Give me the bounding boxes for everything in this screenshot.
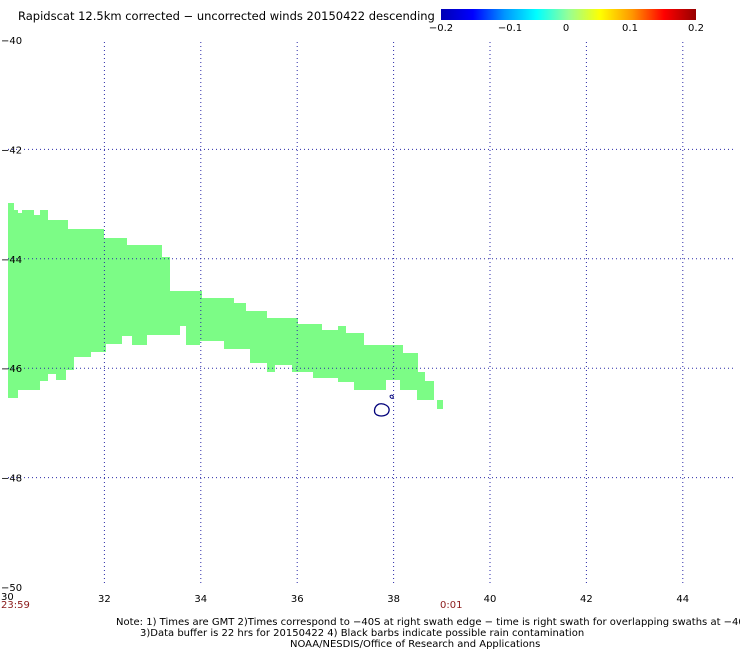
longitude-label: 34	[194, 594, 207, 605]
longitude-label: 40	[484, 594, 497, 605]
longitude-label: 36	[291, 594, 304, 605]
colorbar	[441, 9, 696, 20]
colorbar-ticks: −0.2 −0.1 0 0.1 0.2	[429, 23, 704, 34]
note-line-3: NOAA/NESDIS/Office of Research and Appli…	[290, 639, 540, 650]
note-line-2: 3)Data buffer is 22 hrs for 20150422 4) …	[140, 628, 584, 639]
latitude-label: −48	[1, 474, 22, 485]
colorbar-tick-label: 0	[563, 23, 569, 34]
longitude-label: 38	[387, 594, 400, 605]
graticule	[8, 42, 736, 586]
latitude-label: −44	[1, 255, 22, 266]
islet-coastline	[389, 394, 394, 399]
colorbar-tick-label: 0.1	[622, 23, 638, 34]
longitude-label: 42	[580, 594, 593, 605]
latitude-label: −42	[1, 145, 22, 156]
end-time: 0:01	[440, 600, 462, 611]
latitude-labels: −40 −42 −44 −46 −48 −50	[1, 36, 22, 594]
longitude-label: 30	[1, 592, 14, 603]
longitude-label: 32	[98, 594, 111, 605]
note-line-1: Note: 1) Times are GMT 2)Times correspon…	[116, 617, 740, 628]
swath-area	[8, 203, 443, 410]
latitude-label: −40	[1, 36, 22, 47]
colorbar-tick-label: 0.2	[688, 23, 704, 34]
colorbar-tick-label: −0.1	[498, 23, 522, 34]
colorbar-tick-label: −0.2	[429, 23, 453, 34]
latitude-label: −46	[1, 364, 22, 375]
latitude-label: −50	[1, 583, 22, 594]
island-coastline	[373, 403, 390, 417]
start-time: 23:59	[1, 600, 30, 611]
longitude-label: 44	[676, 594, 689, 605]
longitude-labels: 30 32 34 36 38 40 42 44	[1, 592, 689, 605]
map-title: Rapidscat 12.5km corrected − uncorrected…	[18, 9, 435, 23]
